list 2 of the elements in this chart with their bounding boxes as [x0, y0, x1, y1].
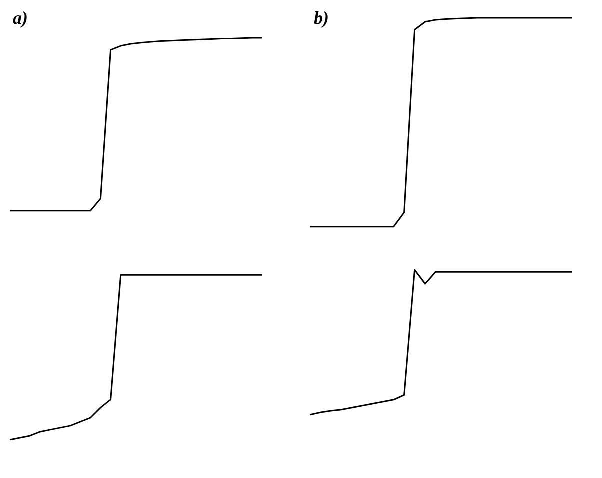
- chart-title: b): [314, 8, 329, 28]
- chart-title: a): [13, 8, 28, 28]
